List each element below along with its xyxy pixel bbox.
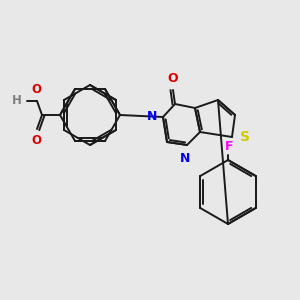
Text: N: N: [180, 152, 190, 165]
Text: O: O: [31, 134, 41, 147]
Text: N: N: [147, 110, 157, 122]
Text: O: O: [168, 72, 178, 85]
Text: S: S: [240, 130, 250, 144]
Text: O: O: [31, 83, 41, 96]
Text: F: F: [225, 140, 233, 153]
Text: H: H: [12, 94, 22, 107]
